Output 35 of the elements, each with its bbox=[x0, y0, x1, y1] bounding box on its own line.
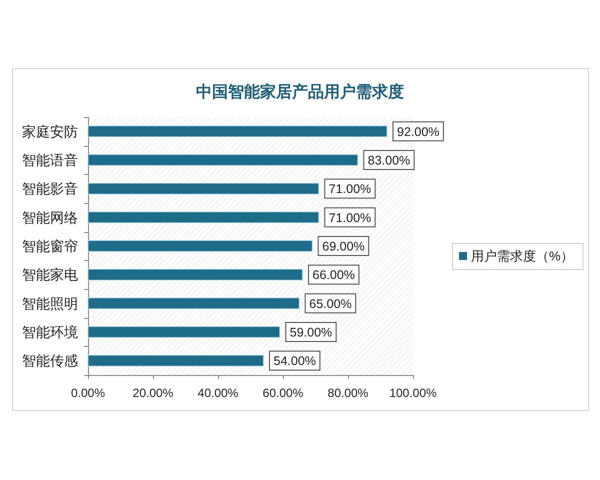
bar bbox=[88, 297, 300, 310]
chart-title: 中国智能家居产品用户需求度 bbox=[196, 82, 404, 101]
y-tick-label: 智能语音 bbox=[22, 152, 78, 168]
bar bbox=[88, 154, 358, 166]
y-tick-label: 智能传感 bbox=[22, 352, 78, 369]
data-label: 69.00% bbox=[322, 240, 365, 254]
data-label: 59.00% bbox=[290, 326, 332, 340]
bar bbox=[88, 240, 313, 252]
x-tick-label: 20.00% bbox=[132, 386, 174, 400]
x-tick-label: 60.00% bbox=[262, 386, 304, 400]
y-tick-label: 智能家电 bbox=[22, 266, 78, 283]
y-tick-label: 家庭安防 bbox=[22, 123, 78, 140]
y-tick-label: 智能环境 bbox=[22, 324, 78, 340]
bar bbox=[88, 182, 320, 195]
legend-label: 用户需求度（%） bbox=[471, 248, 574, 264]
data-label: 66.00% bbox=[312, 268, 355, 282]
bar bbox=[88, 268, 303, 281]
data-label: 92.00% bbox=[397, 124, 440, 139]
bar bbox=[88, 326, 280, 338]
data-label: 65.00% bbox=[309, 296, 352, 311]
bar bbox=[88, 125, 388, 138]
data-label: 71.00% bbox=[328, 210, 372, 225]
y-tick-label: 智能影音 bbox=[22, 180, 78, 197]
x-tick-label: 40.00% bbox=[198, 386, 239, 400]
y-tick-label: 智能窗帘 bbox=[22, 238, 78, 254]
y-tick-label: 智能网络 bbox=[22, 209, 78, 226]
x-tick-label: 0.00% bbox=[70, 386, 106, 400]
x-tick-label: 80.00% bbox=[328, 386, 369, 400]
bar bbox=[88, 211, 320, 224]
y-tick-label: 智能照明 bbox=[22, 295, 78, 312]
data-label: 83.00% bbox=[368, 154, 410, 168]
data-label: 54.00% bbox=[274, 354, 316, 368]
data-label: 71.00% bbox=[328, 182, 372, 196]
bar bbox=[88, 354, 264, 367]
x-tick-label: 100.00% bbox=[389, 386, 438, 400]
